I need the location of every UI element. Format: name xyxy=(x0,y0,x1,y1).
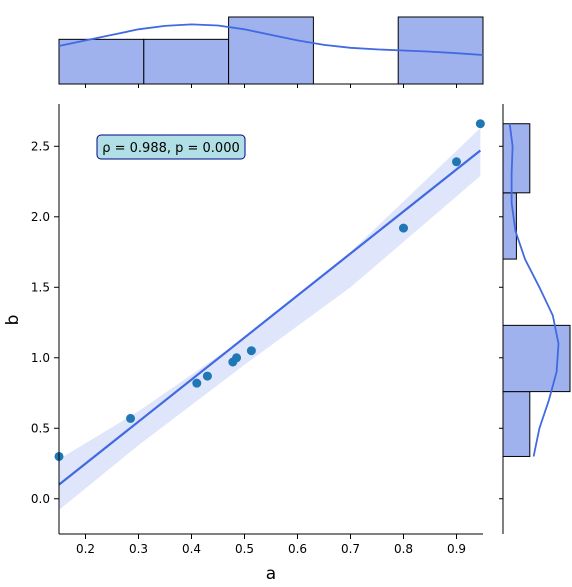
regression-line xyxy=(58,149,482,486)
x-axis-label: a xyxy=(266,564,276,584)
right-histogram-bar xyxy=(502,391,531,457)
scatter-point xyxy=(202,371,212,381)
y-tick-label: 0.0 xyxy=(31,492,50,506)
x-tick-label: 0.4 xyxy=(182,542,201,556)
scatter-point xyxy=(232,353,242,363)
scatter-point xyxy=(126,413,136,423)
y-tick-label: 1.5 xyxy=(31,280,50,294)
annotation-box: ρ = 0.988, p = 0.000 xyxy=(96,134,246,160)
right-histogram-bar xyxy=(502,123,531,194)
top-kde-curve xyxy=(58,23,484,56)
top-marginal-layer xyxy=(58,16,484,85)
confidence-band-layer xyxy=(59,128,481,510)
top-histogram-bar xyxy=(228,16,314,85)
x-tick-label: 0.8 xyxy=(394,542,413,556)
scatter-point xyxy=(475,119,485,129)
scatter-point xyxy=(246,346,256,356)
x-tick-label: 0.2 xyxy=(76,542,95,556)
x-tick-label: 0.5 xyxy=(235,542,254,556)
y-axis-label: b xyxy=(3,315,23,326)
top-histogram-bar xyxy=(58,38,145,85)
x-tick-label: 0.3 xyxy=(129,542,148,556)
y-tick-label: 2.0 xyxy=(31,210,50,224)
regression-line-layer xyxy=(58,149,482,486)
right-histogram-bar xyxy=(502,324,571,393)
scatter-point xyxy=(192,378,202,388)
main-axes-layer: 0.2 0.3 0.4 0.5 0.6 0.7 0.8 0.9 0.0 0.5 1.0 1.5 2.0 2… xyxy=(31,84,503,556)
y-tick-label: 1.0 xyxy=(31,351,50,365)
scatter-point xyxy=(399,223,408,233)
scatter-points-layer xyxy=(54,119,485,461)
x-tick-label: 0.9 xyxy=(447,542,466,556)
scatter-point xyxy=(452,157,461,167)
x-tick-label: 0.7 xyxy=(341,542,360,556)
right-marginal-layer xyxy=(502,104,571,534)
y-tick-label: 0.5 xyxy=(31,421,50,435)
y-tick-label: 2.5 xyxy=(31,139,50,153)
annotation-background xyxy=(96,134,246,160)
x-tick-label: 0.6 xyxy=(288,542,307,556)
annotation-text: ρ = 0.988, p = 0.000 xyxy=(102,141,240,156)
confidence-band xyxy=(59,128,481,510)
top-histogram-bar xyxy=(143,38,230,85)
right-kde-curve xyxy=(508,123,560,457)
